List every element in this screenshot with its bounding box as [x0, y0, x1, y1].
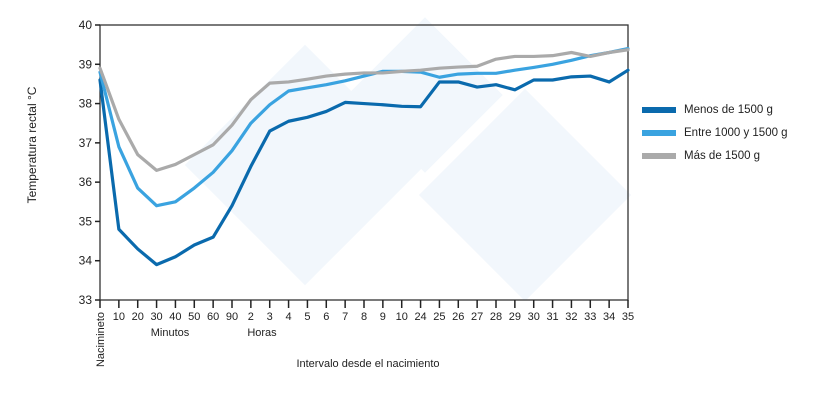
x-tick-label: 33 — [584, 311, 596, 323]
x-tick-label: 60 — [207, 311, 219, 323]
y-tick-label: 37 — [79, 136, 93, 150]
x-tick-label: 25 — [433, 311, 445, 323]
x-tick-label: 30 — [528, 311, 540, 323]
x-tick-label: 35 — [622, 311, 634, 323]
x-axis-label: Intervalo desde el nacimiento — [296, 358, 439, 370]
x-tick-label: 4 — [286, 311, 292, 323]
x-tick-label: 28 — [490, 311, 502, 323]
x-tick-label: 8 — [361, 311, 367, 323]
x-tick-label: 40 — [169, 311, 181, 323]
x-tick-label: 50 — [188, 311, 200, 323]
y-tick-label: 35 — [79, 214, 93, 228]
x-tick-label: 26 — [452, 311, 464, 323]
x-tick-label: 30 — [150, 311, 162, 323]
y-tick-label: 34 — [79, 254, 93, 268]
x-tick-label: 10 — [113, 311, 125, 323]
legend-item: Entre 1000 y 1500 g — [642, 121, 788, 144]
x-tick-label: 31 — [546, 311, 558, 323]
x-tick-label: 32 — [565, 311, 577, 323]
series-line-2 — [98, 48, 630, 172]
x-tick-label: 10 — [396, 311, 408, 323]
legend-label: Menos de 1500 g — [684, 103, 773, 116]
series-line-0 — [98, 68, 630, 267]
x-group-label-horas: Horas — [247, 327, 277, 339]
x-tick-label: 7 — [342, 311, 348, 323]
legend-swatch — [642, 152, 676, 159]
y-tick-label: 38 — [79, 97, 93, 111]
x-group-label-minutos: Minutos — [151, 327, 190, 339]
x-tick-label: 27 — [471, 311, 483, 323]
legend-label: Más de 1500 g — [684, 149, 761, 162]
legend: Menos de 1500 g Entre 1000 y 1500 g Más … — [642, 98, 788, 167]
x-tick-label: Nacimineto — [95, 312, 107, 367]
legend-swatch — [642, 129, 676, 136]
x-tick-label: 34 — [603, 311, 615, 323]
y-tick-label: 36 — [79, 175, 93, 189]
x-tick-label: 20 — [132, 311, 144, 323]
x-tick-label: 5 — [304, 311, 310, 323]
y-tick-label: 39 — [79, 57, 93, 71]
x-tick-label: 6 — [323, 311, 329, 323]
x-tick-label: 24 — [414, 311, 426, 323]
series-line-1 — [98, 46, 630, 208]
y-tick-label: 33 — [79, 293, 93, 307]
legend-label: Entre 1000 y 1500 g — [684, 126, 788, 139]
x-tick-label: 2 — [248, 311, 254, 323]
x-tick-label: 9 — [380, 311, 386, 323]
legend-swatch — [642, 106, 676, 113]
x-tick-label: 90 — [226, 311, 238, 323]
legend-item: Más de 1500 g — [642, 144, 788, 167]
legend-item: Menos de 1500 g — [642, 98, 788, 121]
x-tick-label: 3 — [267, 311, 273, 323]
y-axis-label: Temperatura rectal °C — [25, 86, 39, 203]
x-tick-label: 29 — [509, 311, 521, 323]
y-tick-label: 40 — [79, 18, 93, 32]
watermark-logo — [184, 17, 632, 302]
